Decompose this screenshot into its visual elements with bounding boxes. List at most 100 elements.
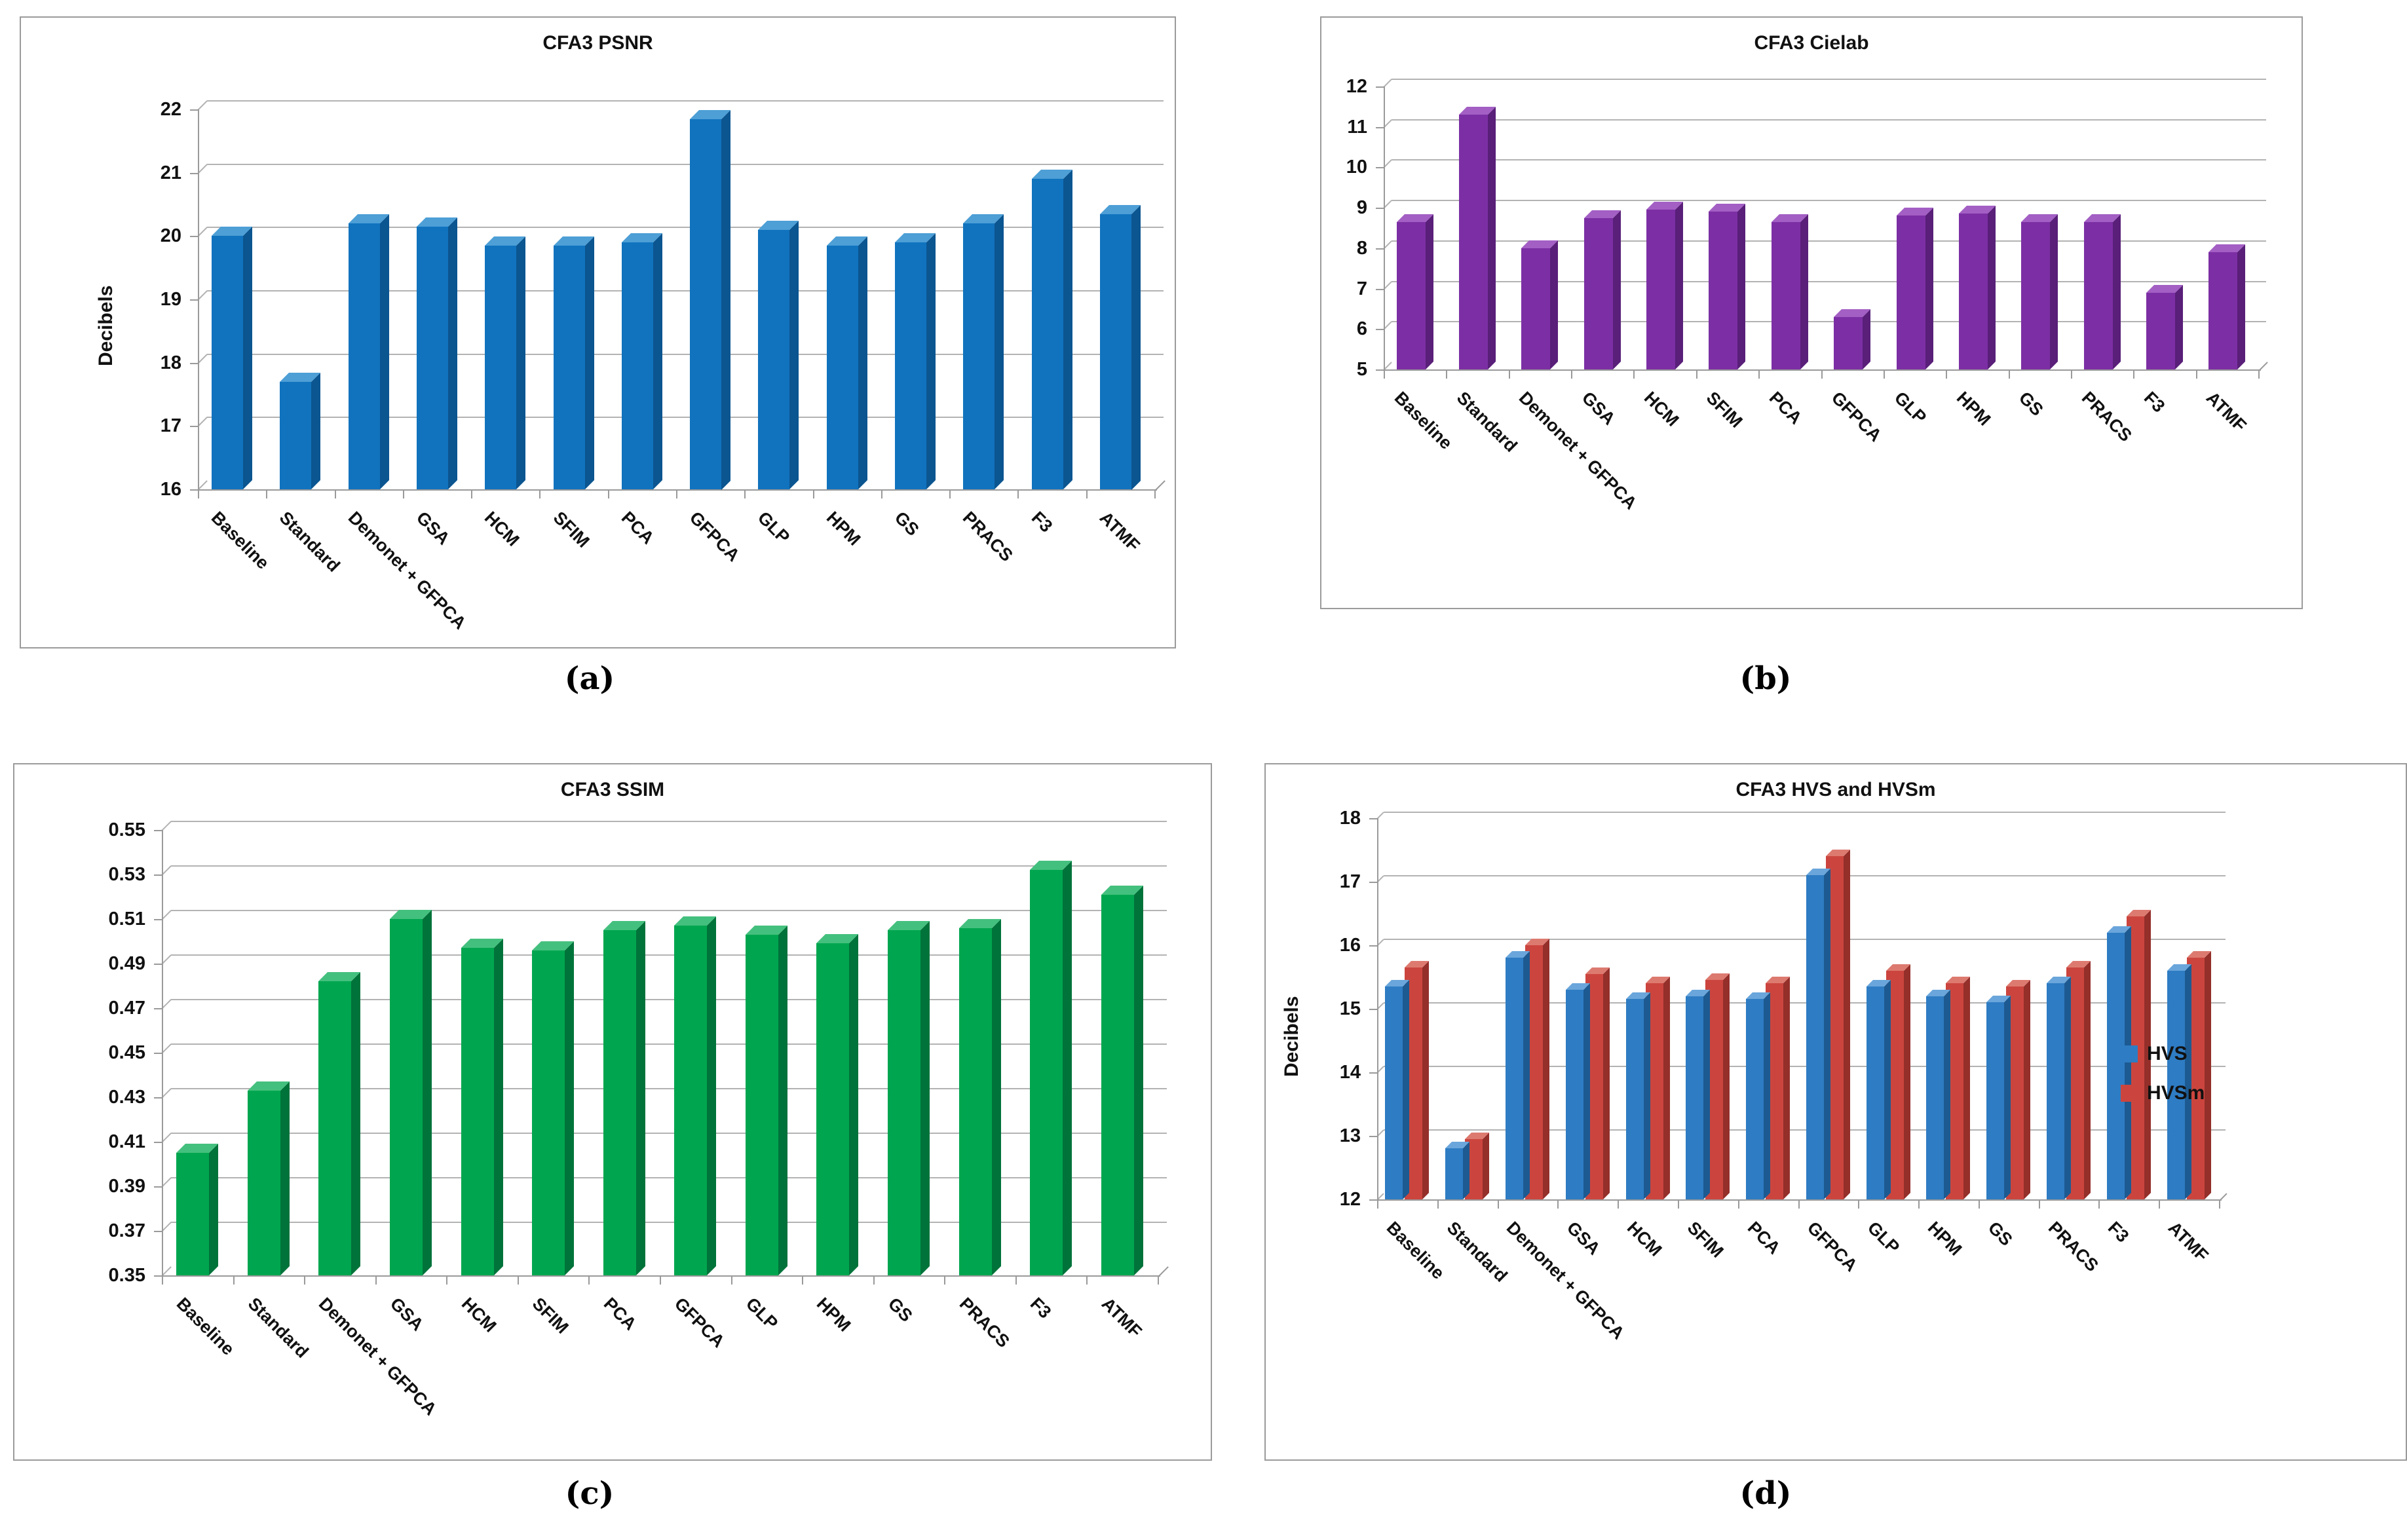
bar-Demonet + GFPCA (1521, 248, 1551, 369)
bar-side-GSA (1612, 210, 1621, 369)
y-tick-label: 0.37 (108, 1220, 145, 1241)
bar-GS-hvs (1986, 1002, 2005, 1199)
y-tick-label: 22 (160, 99, 181, 120)
x-axis-line (1384, 369, 2261, 371)
y-tick (190, 489, 198, 491)
y-tick-label: 0.39 (108, 1176, 145, 1197)
category-label-GLP: GLP (1890, 388, 1930, 428)
bar-side-HCM (493, 939, 503, 1275)
category-label-F3: F3 (2140, 388, 2169, 417)
chart-panel-cielab: CFA3 Cielab 5 6 7 8 9 10 11 12 Baseline Standard D… (1320, 16, 2303, 609)
bar-side-ATMF (2237, 244, 2246, 369)
category-label-ATMF: ATMF (1095, 508, 1144, 555)
y-tick (190, 299, 198, 301)
category-label-PRACS: PRACS (955, 1294, 1014, 1352)
category-label-Demonet + GFPCA: Demonet + GFPCA (344, 508, 470, 633)
bar-side-HPM (1987, 206, 1996, 369)
y-tick-label: 16 (160, 479, 181, 500)
y-tick-label: 18 (160, 352, 181, 373)
floor-edge (2220, 1193, 2227, 1201)
bar-side-PRACS-hvs (2064, 977, 2072, 1199)
y-tick-label: 0.51 (108, 909, 145, 930)
x-tick (1696, 371, 1697, 379)
category-label-Baseline: Baseline (173, 1294, 238, 1359)
y-tick (1376, 248, 1384, 250)
category-label-Standard: Standard (1443, 1218, 1511, 1286)
bar-side-SFIM (1737, 204, 1746, 369)
y-axis-line (162, 830, 163, 1277)
bar-Baseline (212, 236, 244, 489)
plot-area-ssim: 0.35 0.37 0.39 0.41 0.43 0.45 0.47 0.49 0.51 0.53… (14, 764, 1211, 1459)
y-axis-line (1377, 818, 1378, 1201)
y-tick (154, 830, 162, 831)
category-label-SFIM: SFIM (528, 1294, 573, 1338)
y-tick (1376, 86, 1384, 88)
y-tick (1376, 288, 1384, 290)
x-tick (304, 1277, 306, 1285)
bar-side-Demonet + GFPCA (379, 214, 389, 489)
x-tick (1557, 1201, 1559, 1209)
chart-title-cielab: CFA3 Cielab (1754, 32, 1869, 54)
x-tick (266, 491, 268, 498)
y-tick (154, 964, 162, 965)
bar-side-PRACS-hvsm (2084, 960, 2091, 1199)
legend-label-hvs: HVS (2147, 1043, 2188, 1064)
bar-side-Demonet + GFPCA-hvs (1523, 951, 1530, 1199)
category-label-F3: F3 (2104, 1218, 2133, 1247)
bar-PCA (1771, 221, 1800, 369)
bar-side-GS (2050, 214, 2058, 369)
bar-GSA (1583, 217, 1613, 369)
bar-HCM-hvs (1625, 999, 1644, 1199)
chart-title-hvs: CFA3 HVS and HVSm (1735, 779, 1936, 800)
bar-side-Standard (1488, 107, 1496, 369)
category-label-PCA: PCA (599, 1294, 641, 1334)
x-axis-line (198, 489, 1157, 491)
bar-side-GFPCA (1863, 309, 1871, 369)
y-tick (154, 919, 162, 920)
bar-F3 (2146, 292, 2175, 369)
bar-HPM (1958, 214, 1988, 369)
y-tick-label: 0.43 (108, 1087, 145, 1108)
y-tick (1369, 1199, 1377, 1201)
bar-side-GFPCA-hvsm (1843, 850, 1850, 1199)
bar-side-HCM (1675, 202, 1684, 369)
gridline (207, 417, 1164, 419)
legend-label-hvsm: HVSm (2147, 1082, 2205, 1104)
bar-side-Standard (311, 372, 321, 489)
bar-side-Demonet + GFPCA (351, 972, 361, 1275)
category-label-ATMF: ATMF (2203, 388, 2250, 436)
x-axis-line (1377, 1199, 2222, 1201)
y-tick (154, 1186, 162, 1188)
chart-title-ssim: CFA3 SSIM (560, 779, 665, 800)
x-tick (802, 1277, 804, 1285)
category-label-GSA: GSA (412, 508, 454, 549)
panel-letter-c: (c) (565, 1475, 615, 1512)
plot-area-hvs: 12 13 14 15 16 17 18 Baseline Standard Demonet + … (1266, 764, 2406, 1459)
bar-side-HCM-hvs (1643, 992, 1650, 1199)
y-tick (190, 362, 198, 364)
category-label-HCM: HCM (481, 508, 523, 550)
x-tick (233, 1277, 235, 1285)
category-label-PRACS: PRACS (959, 508, 1017, 566)
bar-PCA-hvs (1746, 999, 1764, 1199)
bar-side-Demonet + GFPCA-hvsm (1542, 939, 1549, 1199)
x-tick (2008, 371, 2010, 379)
x-tick (1015, 1277, 1017, 1285)
gridline (1392, 240, 2266, 242)
bar-F3 (1030, 870, 1063, 1275)
gridline (1392, 280, 2266, 282)
gridline (207, 163, 1164, 165)
x-tick (334, 491, 336, 498)
bar-ATMF (1101, 894, 1134, 1275)
category-label-PCA: PCA (617, 508, 658, 548)
bar-side-PCA (1800, 214, 1808, 369)
x-tick (1571, 371, 1573, 379)
bar-side-GFPCA-hvs (1823, 869, 1830, 1199)
x-tick (1497, 1201, 1499, 1209)
gridline (1384, 1066, 2226, 1067)
y-tick-label: 5 (1356, 359, 1367, 380)
x-tick (1158, 1277, 1159, 1285)
x-tick (1508, 371, 1510, 379)
y-tick (1369, 818, 1377, 819)
bar-Demonet + GFPCA-hvs (1505, 958, 1523, 1199)
